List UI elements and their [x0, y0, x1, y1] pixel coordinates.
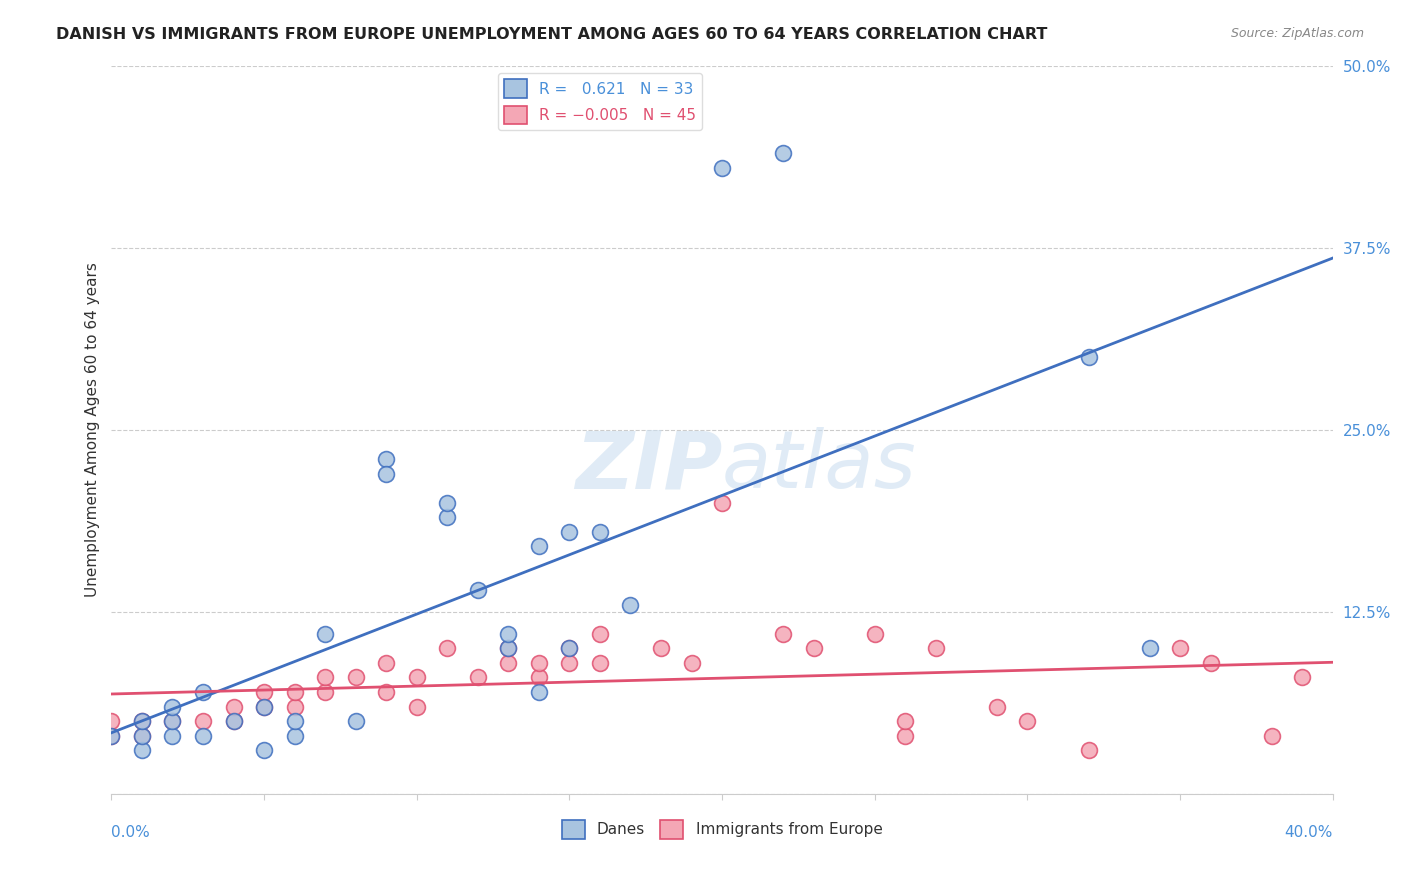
- Point: [772, 626, 794, 640]
- Point: [131, 714, 153, 728]
- Point: [344, 670, 367, 684]
- Point: [405, 699, 427, 714]
- Point: [498, 656, 520, 670]
- Point: [1291, 670, 1313, 684]
- Point: [162, 699, 184, 714]
- Point: [803, 641, 825, 656]
- Point: [711, 161, 734, 175]
- Point: [284, 714, 307, 728]
- Point: [253, 685, 276, 699]
- Point: [162, 729, 184, 743]
- Text: Source: ZipAtlas.com: Source: ZipAtlas.com: [1230, 27, 1364, 40]
- Y-axis label: Unemployment Among Ages 60 to 64 years: Unemployment Among Ages 60 to 64 years: [86, 262, 100, 598]
- Point: [986, 699, 1008, 714]
- Point: [498, 641, 520, 656]
- Point: [162, 714, 184, 728]
- Point: [589, 626, 612, 640]
- Point: [314, 685, 336, 699]
- Point: [681, 656, 703, 670]
- Point: [253, 743, 276, 757]
- Point: [222, 699, 245, 714]
- Point: [650, 641, 672, 656]
- Point: [314, 626, 336, 640]
- Point: [131, 729, 153, 743]
- Point: [191, 714, 214, 728]
- Point: [314, 670, 336, 684]
- Point: [467, 582, 489, 597]
- Point: [284, 699, 307, 714]
- Point: [863, 626, 886, 640]
- Point: [222, 714, 245, 728]
- Point: [498, 641, 520, 656]
- Point: [162, 714, 184, 728]
- Point: [405, 670, 427, 684]
- Point: [222, 714, 245, 728]
- Point: [589, 524, 612, 539]
- Point: [467, 670, 489, 684]
- Point: [894, 714, 917, 728]
- Point: [375, 685, 398, 699]
- Legend: Danes, Immigrants from Europe: Danes, Immigrants from Europe: [555, 814, 889, 845]
- Point: [253, 699, 276, 714]
- Text: ZIP: ZIP: [575, 427, 723, 505]
- Point: [894, 729, 917, 743]
- Point: [191, 685, 214, 699]
- Point: [375, 656, 398, 670]
- Point: [100, 714, 122, 728]
- Point: [284, 685, 307, 699]
- Point: [436, 496, 458, 510]
- Point: [253, 699, 276, 714]
- Point: [1199, 656, 1222, 670]
- Point: [711, 496, 734, 510]
- Point: [1139, 641, 1161, 656]
- Point: [527, 670, 550, 684]
- Text: atlas: atlas: [723, 427, 917, 505]
- Point: [589, 656, 612, 670]
- Point: [558, 656, 581, 670]
- Point: [1077, 350, 1099, 364]
- Point: [436, 641, 458, 656]
- Point: [1168, 641, 1191, 656]
- Point: [344, 714, 367, 728]
- Text: 0.0%: 0.0%: [111, 824, 150, 839]
- Point: [772, 146, 794, 161]
- Point: [100, 729, 122, 743]
- Point: [558, 524, 581, 539]
- Point: [1017, 714, 1039, 728]
- Point: [619, 598, 641, 612]
- Point: [527, 656, 550, 670]
- Point: [1077, 743, 1099, 757]
- Point: [436, 510, 458, 524]
- Point: [131, 729, 153, 743]
- Point: [527, 540, 550, 554]
- Point: [498, 626, 520, 640]
- Point: [558, 641, 581, 656]
- Point: [191, 729, 214, 743]
- Point: [131, 743, 153, 757]
- Point: [1260, 729, 1282, 743]
- Point: [925, 641, 948, 656]
- Point: [131, 714, 153, 728]
- Point: [284, 729, 307, 743]
- Point: [527, 685, 550, 699]
- Point: [375, 467, 398, 481]
- Text: 40.0%: 40.0%: [1285, 824, 1333, 839]
- Text: DANISH VS IMMIGRANTS FROM EUROPE UNEMPLOYMENT AMONG AGES 60 TO 64 YEARS CORRELAT: DANISH VS IMMIGRANTS FROM EUROPE UNEMPLO…: [56, 27, 1047, 42]
- Point: [558, 641, 581, 656]
- Point: [375, 452, 398, 467]
- Point: [100, 729, 122, 743]
